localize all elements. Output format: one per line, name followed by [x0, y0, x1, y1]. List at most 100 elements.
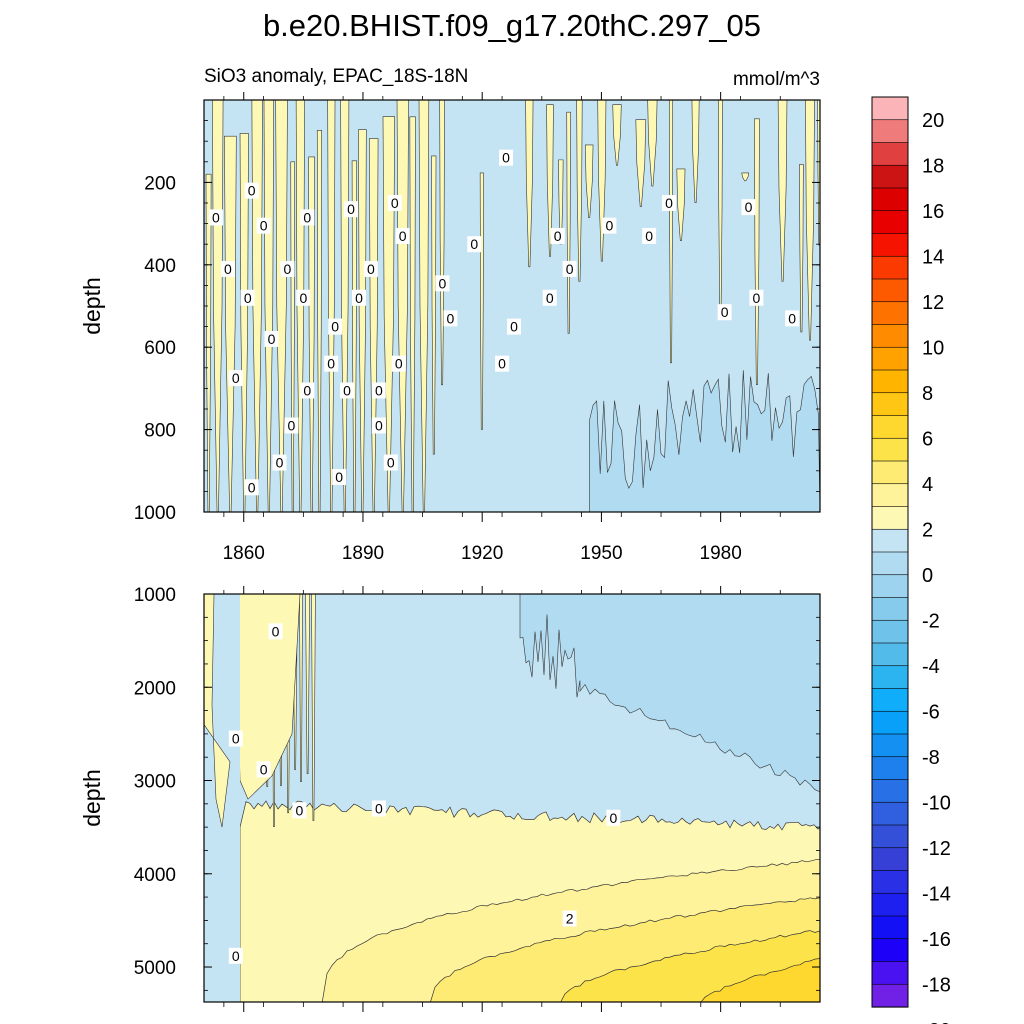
colorbar-swatch: [871, 756, 909, 781]
colorbar-label: -18: [922, 974, 951, 996]
contour-label: 0: [340, 382, 355, 399]
svg-text:0: 0: [232, 948, 240, 964]
colorbar-swatch: [871, 210, 909, 235]
contour-label: 0: [387, 195, 402, 211]
colorbar-swatch: [871, 961, 909, 985]
contour-label: 0: [256, 217, 271, 234]
contour-label: 0: [363, 260, 378, 277]
colorbar-label: -4: [922, 656, 940, 678]
contour-label: 0: [344, 201, 359, 218]
colorbar-swatch: [871, 415, 909, 439]
contour-label: 0: [642, 227, 657, 244]
contour-label: 0: [228, 370, 243, 387]
colorbar-swatch: [871, 733, 909, 758]
colorbar-label: -2: [922, 610, 940, 632]
xtick-label: 1860: [223, 543, 265, 564]
contour-label: 0: [351, 289, 366, 306]
xtick-label: 1980: [700, 543, 742, 564]
colorbar-swatch: [871, 187, 909, 212]
svg-text:0: 0: [260, 761, 268, 777]
upper-ytick-label: 400: [144, 256, 176, 277]
contour-label: 0: [284, 417, 299, 434]
chart-units-label: mmol/m^3: [733, 69, 820, 90]
chart-subtitle-left: SiO3 anomaly, EPAC_18S-18N: [204, 66, 468, 87]
lower-contour-field: [204, 594, 820, 1002]
colorbar-swatch: [871, 460, 909, 485]
chart-title: b.e20.BHIST.f09_g17.20thC.297_05: [263, 8, 761, 43]
colorbar-swatch: [871, 642, 909, 667]
lower-ylabel: depth: [79, 769, 105, 827]
colorbar-swatch: [871, 870, 909, 894]
contour-label: 0: [272, 454, 287, 471]
colorbar-label: -20: [922, 1020, 951, 1024]
contour-label: 0: [391, 355, 406, 372]
contour-label: 0: [499, 149, 514, 166]
svg-text:0: 0: [248, 183, 256, 199]
colorbar-swatch: [871, 301, 909, 326]
colorbar-label: 18: [922, 155, 944, 177]
colorbar-label: 10: [922, 337, 944, 359]
contour-label: 0: [467, 236, 482, 253]
svg-text:0: 0: [268, 331, 276, 347]
contour-label: 0: [228, 730, 243, 747]
colorbar-swatch: [871, 551, 909, 576]
contour-label: 0: [741, 199, 756, 216]
colorbar-swatch: [871, 346, 909, 371]
colorbar-swatch: [871, 324, 909, 348]
lower-ytick-label: 1000: [134, 585, 176, 606]
colorbar-swatch: [871, 688, 909, 712]
svg-text:0: 0: [232, 731, 240, 747]
contour-label: 0: [300, 382, 315, 399]
contour-label: 0: [443, 310, 458, 327]
colorbar-swatch: [871, 528, 909, 553]
colorbar-swatch: [871, 119, 909, 144]
contour-label: 0: [244, 479, 259, 496]
svg-text:0: 0: [447, 310, 455, 326]
contour-label: 0: [300, 209, 315, 226]
contour-label: 0: [296, 289, 311, 306]
svg-text:0: 0: [375, 417, 383, 433]
colorbar-label: 8: [922, 383, 933, 405]
colorbar-label: -10: [922, 792, 951, 814]
svg-text:0: 0: [244, 290, 252, 306]
colorbar-swatch: [871, 164, 909, 189]
contour-label: 0: [749, 289, 764, 306]
contour-label: 0: [244, 182, 259, 199]
svg-text:0: 0: [367, 261, 375, 277]
svg-text:0: 0: [276, 455, 284, 471]
colorbar-label: -12: [922, 838, 951, 860]
svg-text:0: 0: [502, 150, 510, 166]
svg-text:0: 0: [343, 382, 351, 398]
svg-text:0: 0: [331, 319, 339, 335]
colorbar-swatch: [871, 665, 909, 690]
contour-label: 0: [661, 195, 676, 211]
colorbar-label: 4: [922, 474, 933, 496]
svg-text:0: 0: [232, 370, 240, 386]
svg-text:0: 0: [284, 261, 292, 277]
lower-panel: 1000 2000 3000 4000 5000 depth 0 0 0 0 0 0 2 0: [79, 585, 821, 1012]
colorbar-label: -8: [922, 747, 940, 769]
svg-text:0: 0: [788, 310, 796, 326]
contour-label: 0: [606, 809, 621, 826]
colorbar-swatch: [871, 983, 909, 1008]
colorbar-swatch: [871, 437, 909, 462]
lower-frame: [203, 593, 821, 1003]
colorbar-swatch: [871, 506, 909, 530]
contour-label: 0: [328, 318, 343, 335]
colorbar-swatch: [871, 278, 909, 303]
contour-label: 0: [240, 289, 255, 306]
xtick-label: 1920: [461, 543, 503, 564]
colorbar-label: -14: [922, 883, 951, 905]
svg-text:0: 0: [498, 356, 506, 372]
svg-text:0: 0: [753, 290, 761, 306]
svg-text:0: 0: [272, 623, 280, 639]
colorbar-swatch: [871, 142, 909, 166]
colorbar-swatch: [871, 255, 909, 280]
contour-label: 0: [602, 217, 617, 234]
svg-text:0: 0: [260, 218, 268, 234]
colorbar-swatch: [871, 801, 909, 826]
contour-label: 0: [371, 417, 386, 434]
colorbar-label: -16: [922, 929, 951, 951]
upper-ytick-label: 1000: [134, 503, 176, 524]
